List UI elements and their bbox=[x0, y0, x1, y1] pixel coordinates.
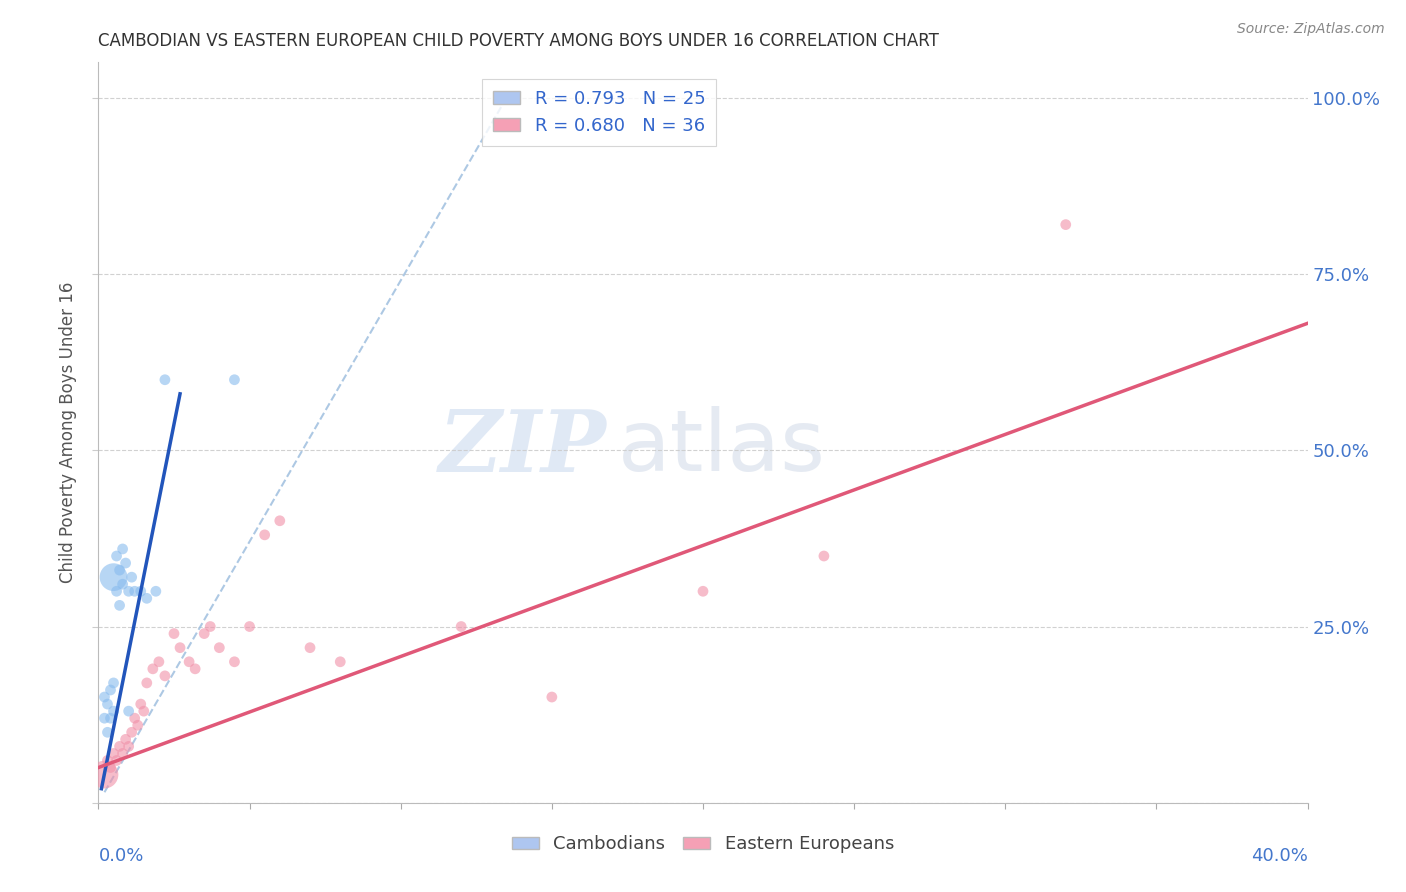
Point bbox=[118, 704, 141, 718]
Point bbox=[103, 747, 125, 761]
Point bbox=[329, 655, 352, 669]
Y-axis label: Child Poverty Among Boys Under 16: Child Poverty Among Boys Under 16 bbox=[59, 282, 77, 583]
Point bbox=[114, 732, 136, 747]
Point bbox=[96, 697, 118, 711]
Point bbox=[124, 711, 146, 725]
Point bbox=[127, 718, 149, 732]
Point bbox=[118, 584, 141, 599]
Point bbox=[179, 655, 201, 669]
Point bbox=[105, 549, 128, 563]
Point bbox=[100, 711, 122, 725]
Point bbox=[103, 704, 125, 718]
Text: CAMBODIAN VS EASTERN EUROPEAN CHILD POVERTY AMONG BOYS UNDER 16 CORRELATION CHAR: CAMBODIAN VS EASTERN EUROPEAN CHILD POVE… bbox=[98, 32, 939, 50]
Point bbox=[184, 662, 207, 676]
Point bbox=[132, 704, 155, 718]
Point bbox=[96, 754, 118, 768]
Point bbox=[193, 626, 215, 640]
Point bbox=[269, 514, 291, 528]
Point bbox=[118, 739, 141, 754]
Point bbox=[1054, 218, 1077, 232]
Point bbox=[239, 619, 262, 633]
Point bbox=[813, 549, 835, 563]
Point bbox=[135, 676, 157, 690]
Point bbox=[153, 373, 176, 387]
Point bbox=[121, 570, 143, 584]
Point bbox=[153, 669, 176, 683]
Text: 0.0%: 0.0% bbox=[98, 847, 143, 865]
Point bbox=[108, 599, 131, 613]
Point bbox=[121, 725, 143, 739]
Point bbox=[450, 619, 472, 633]
Text: atlas: atlas bbox=[619, 406, 827, 489]
Text: ZIP: ZIP bbox=[439, 406, 606, 489]
Point bbox=[93, 690, 115, 704]
Point bbox=[148, 655, 170, 669]
Point bbox=[111, 541, 134, 556]
Point bbox=[299, 640, 322, 655]
Point bbox=[692, 584, 714, 599]
Point bbox=[135, 591, 157, 606]
Point bbox=[105, 584, 128, 599]
Point bbox=[93, 767, 115, 781]
Point bbox=[105, 754, 128, 768]
Point bbox=[100, 760, 122, 774]
Point bbox=[111, 747, 134, 761]
Point bbox=[129, 584, 152, 599]
Point bbox=[163, 626, 186, 640]
Point bbox=[253, 528, 276, 542]
Point bbox=[208, 640, 231, 655]
Text: 40.0%: 40.0% bbox=[1251, 847, 1308, 865]
Point bbox=[169, 640, 191, 655]
Point bbox=[200, 619, 222, 633]
Point bbox=[114, 556, 136, 570]
Point bbox=[108, 739, 131, 754]
Point bbox=[142, 662, 165, 676]
Point bbox=[129, 697, 152, 711]
Point bbox=[145, 584, 167, 599]
Point bbox=[111, 577, 134, 591]
Point bbox=[96, 725, 118, 739]
Point bbox=[540, 690, 562, 704]
Text: Source: ZipAtlas.com: Source: ZipAtlas.com bbox=[1237, 22, 1385, 37]
Point bbox=[103, 570, 125, 584]
Point bbox=[224, 655, 246, 669]
Point bbox=[100, 683, 122, 698]
Point bbox=[103, 676, 125, 690]
Point bbox=[224, 373, 246, 387]
Point bbox=[108, 563, 131, 577]
Legend: Cambodians, Eastern Europeans: Cambodians, Eastern Europeans bbox=[505, 828, 901, 861]
Point bbox=[124, 584, 146, 599]
Point bbox=[93, 711, 115, 725]
